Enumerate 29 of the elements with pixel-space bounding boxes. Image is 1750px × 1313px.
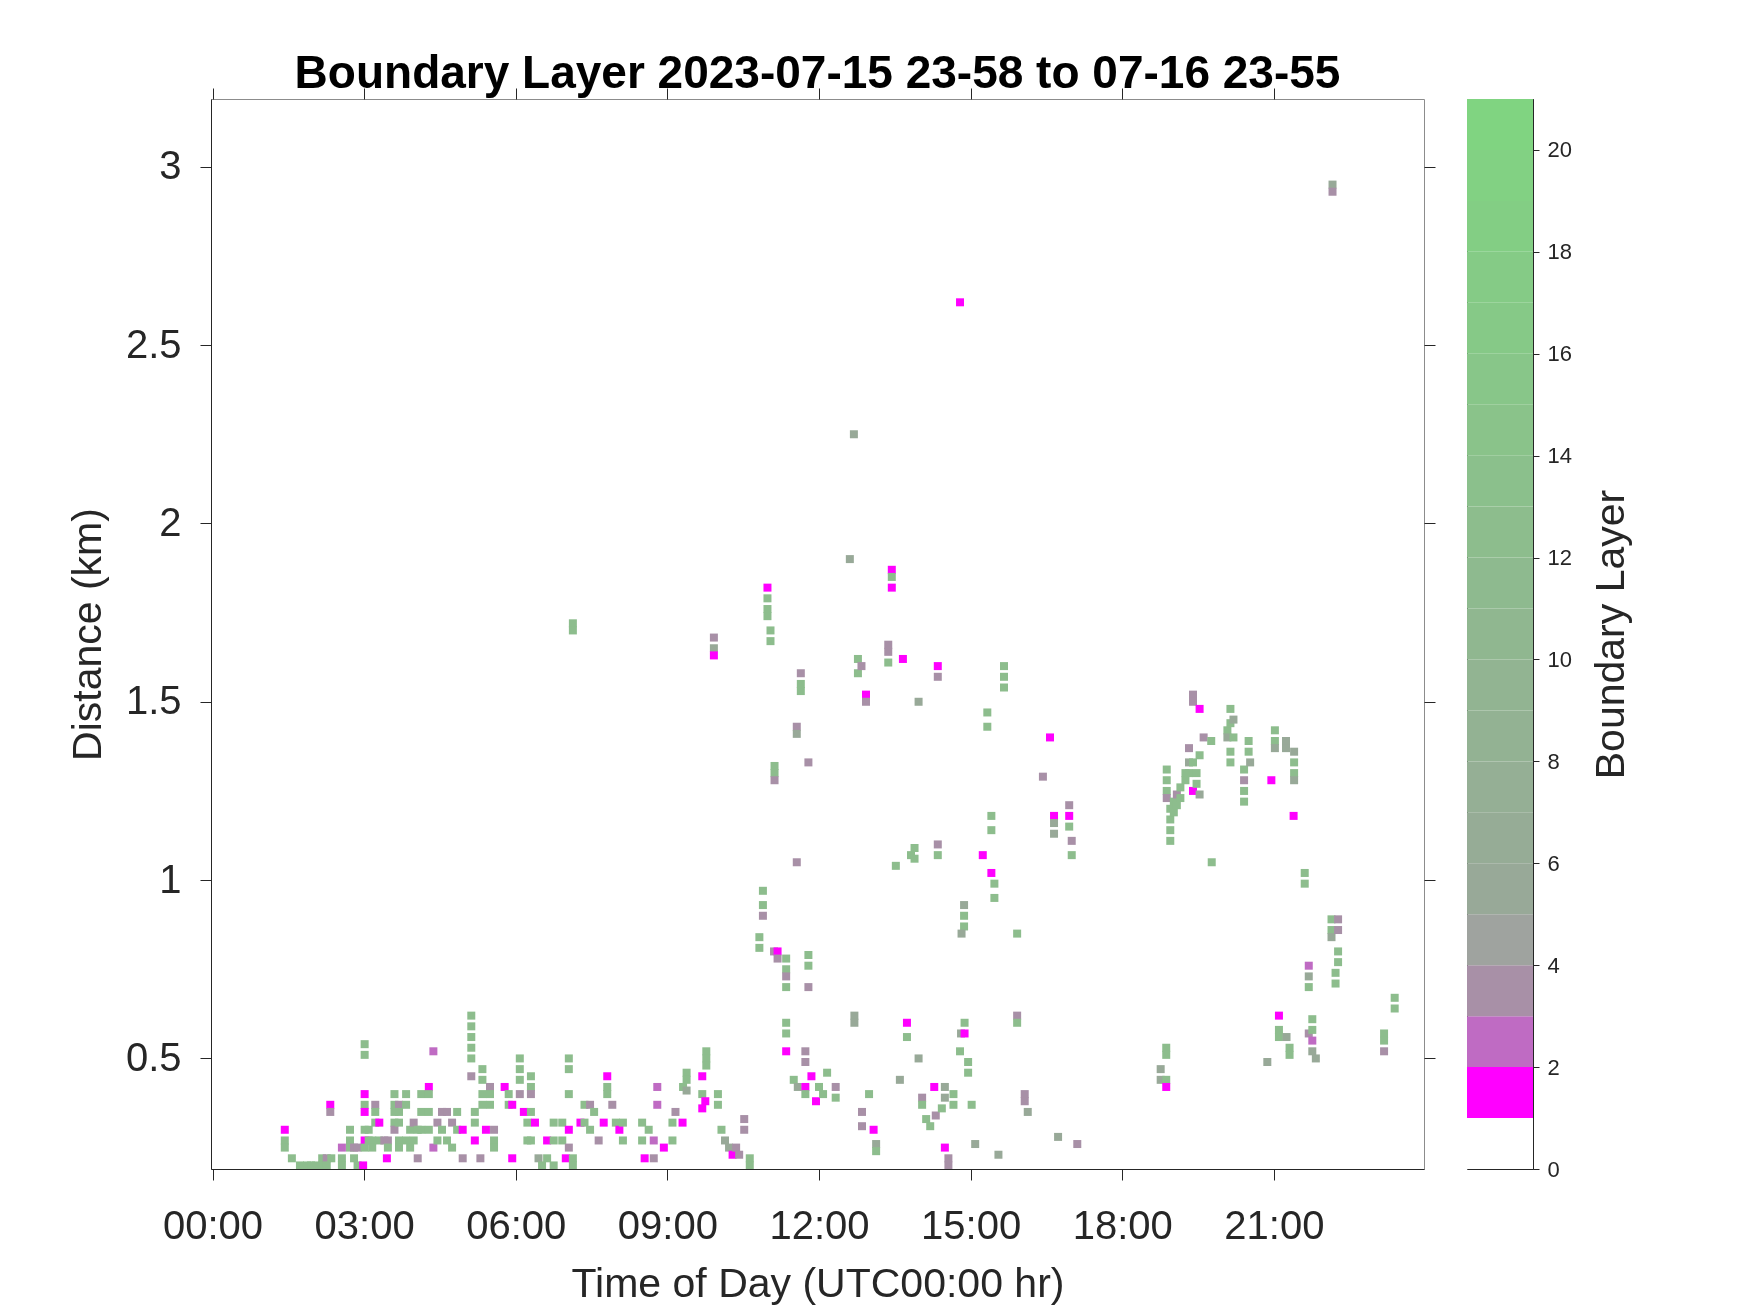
- color-bar-title: Boundary Layer: [1586, 489, 1633, 780]
- color-bar-label: 14: [1547, 443, 1572, 469]
- color-bar-label: 20: [1547, 137, 1572, 163]
- x-tick-label: 21:00: [1224, 1202, 1325, 1247]
- x-tick-label: 03:00: [314, 1202, 415, 1247]
- color-bar-label: 12: [1547, 545, 1572, 571]
- color-bar-label: 18: [1547, 239, 1572, 265]
- x-tick-label: 15:00: [921, 1202, 1022, 1247]
- color-bar-label: 4: [1547, 952, 1560, 978]
- color-bar-label: 2: [1547, 1054, 1560, 1080]
- x-tick-label: 06:00: [466, 1202, 567, 1247]
- color-bar-label: 8: [1547, 748, 1560, 774]
- y-tick-label: 2: [159, 499, 182, 544]
- x-tick-label: 09:00: [617, 1202, 718, 1247]
- x-tick-label: 12:00: [769, 1202, 870, 1247]
- y-tick-label: 0.5: [125, 1034, 182, 1079]
- y-axis-title: Distance (km): [63, 508, 110, 761]
- y-tick-label: 1.5: [125, 678, 182, 723]
- y-tick-label: 1: [159, 856, 182, 901]
- color-bar-label: 10: [1547, 646, 1572, 672]
- color-bar-label: 0: [1547, 1156, 1560, 1182]
- x-tick-label: 18:00: [1072, 1202, 1173, 1247]
- color-bar-label: 6: [1547, 850, 1560, 876]
- y-tick-label: 2.5: [125, 321, 182, 366]
- y-tick-label: 3: [159, 143, 182, 188]
- x-tick-label: 00:00: [162, 1202, 264, 1247]
- color-bar-label: 16: [1547, 341, 1572, 367]
- chart-title: Boundary Layer 2023-07-15 23-58 to 07-16 23-55: [294, 45, 1341, 98]
- x-axis-title: Time of Day (UTC00:00 hr): [571, 1259, 1065, 1306]
